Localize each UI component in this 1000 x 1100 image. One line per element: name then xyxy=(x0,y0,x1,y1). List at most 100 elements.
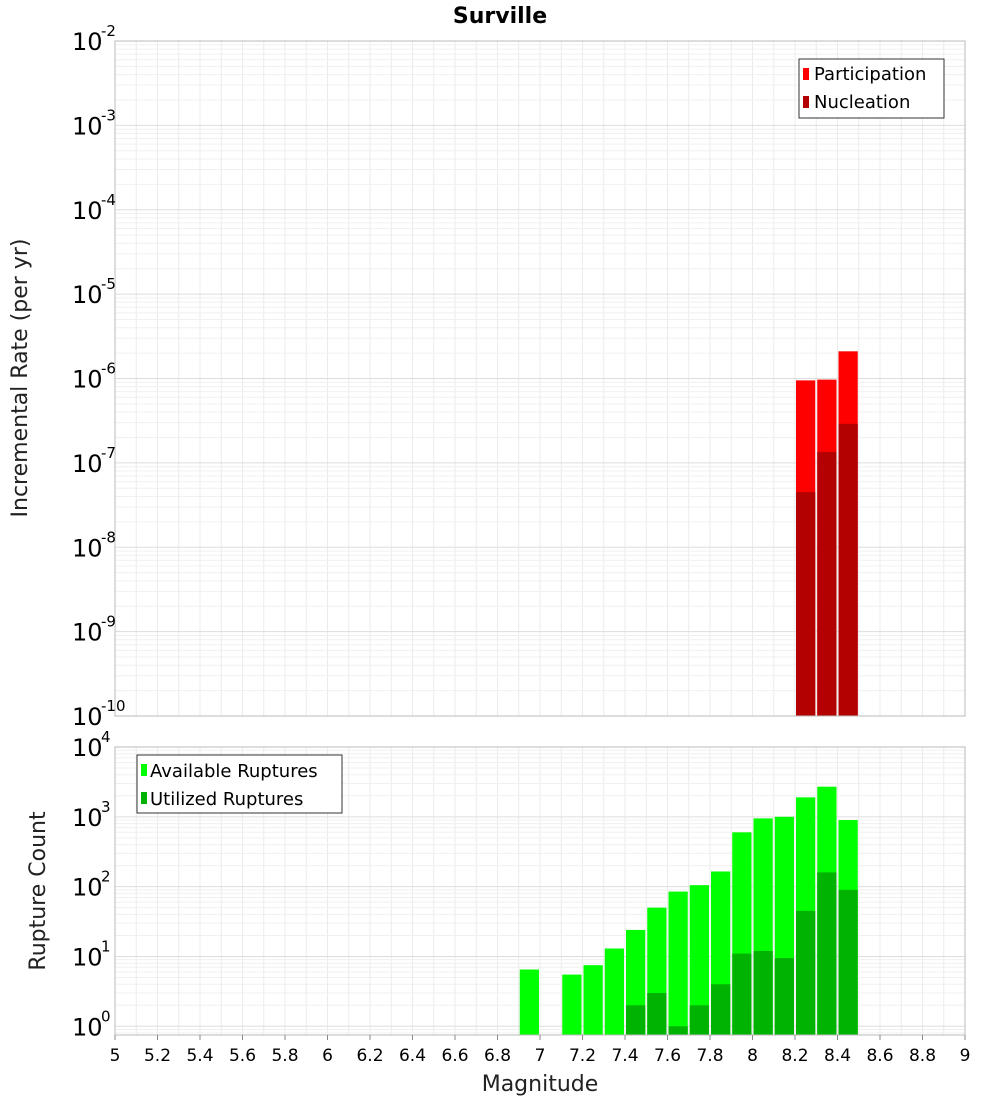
top-legend-box xyxy=(798,58,945,119)
y-tick-label: 104 xyxy=(72,728,111,762)
y-tick-label: 10-4 xyxy=(72,191,116,225)
x-tick-label: 5.8 xyxy=(271,1046,298,1066)
x-tick-label: 8.2 xyxy=(781,1046,808,1066)
bottom-utilized-ruptures-bar xyxy=(796,910,816,1035)
bottom-utilized-ruptures-bar xyxy=(838,889,858,1035)
y-tick-exponent: -9 xyxy=(101,613,116,631)
y-tick-exponent: -5 xyxy=(101,275,116,293)
legend-swatch-participation xyxy=(803,68,809,80)
bottom-available-ruptures-bar xyxy=(519,969,539,1035)
top-bars xyxy=(796,351,858,716)
bottom-available-ruptures-bar xyxy=(583,965,603,1035)
y-tick-base: 10 xyxy=(72,619,103,647)
y-tick-exponent: -10 xyxy=(101,697,126,715)
y-tick-base: 10 xyxy=(72,943,103,971)
bottom-legend-box xyxy=(136,754,343,814)
bottom-available-ruptures-bar xyxy=(562,974,582,1035)
y-tick-base: 10 xyxy=(72,534,103,562)
bottom-legend: Available Ruptures Utilized Ruptures xyxy=(136,754,343,814)
y-tick-label: 102 xyxy=(72,868,111,902)
top-legend: Participation Nucleation xyxy=(798,58,945,119)
y-tick-label: 101 xyxy=(72,937,111,971)
y-tick-base: 10 xyxy=(72,734,103,762)
chart-title: Surville xyxy=(453,4,547,29)
bottom-utilized-ruptures-bar xyxy=(668,1026,688,1035)
x-axis-label: Magnitude xyxy=(482,1072,599,1097)
x-tick-label: 5 xyxy=(110,1046,121,1066)
y-tick-label: 10-7 xyxy=(72,444,116,478)
top-nucleation-bar xyxy=(817,451,837,716)
legend-label-nucleation: Nucleation xyxy=(814,92,910,113)
bottom-y-axis-label: Rupture Count xyxy=(26,811,51,971)
y-tick-exponent: -8 xyxy=(101,528,116,546)
y-tick-base: 10 xyxy=(72,366,103,394)
bottom-available-ruptures-bar xyxy=(689,885,709,1035)
top-nucleation-bar xyxy=(838,423,858,716)
y-tick-base: 10 xyxy=(72,804,103,832)
x-tick-label: 6.8 xyxy=(484,1046,511,1066)
x-tick-label: 7.2 xyxy=(569,1046,596,1066)
x-tick-label: 7.4 xyxy=(611,1046,638,1066)
bottom-bars xyxy=(519,786,858,1035)
bottom-available-ruptures-bar xyxy=(604,948,624,1035)
y-tick-base: 10 xyxy=(72,874,103,902)
top-y-axis-label: Incremental Rate (per yr) xyxy=(8,239,33,518)
y-tick-label: 10-2 xyxy=(72,22,116,56)
y-tick-base: 10 xyxy=(72,197,103,225)
bottom-utilized-ruptures-bar xyxy=(689,1005,709,1035)
x-ticks: 5 5.2 5.4 5.6 5.8 6 6.2 6.4 6.6 6.8 7 7.2 7.4 7.6 7.8 8… xyxy=(110,1035,971,1066)
bottom-available-ruptures-bar xyxy=(668,891,688,1035)
bottom-utilized-ruptures-bar xyxy=(626,1005,646,1035)
y-tick-exponent: -2 xyxy=(101,22,116,40)
x-tick-label: 6 xyxy=(322,1046,333,1066)
y-tick-label: 10-9 xyxy=(72,613,116,647)
legend-label-utilized: Utilized Ruptures xyxy=(150,789,303,810)
legend-swatch-nucleation xyxy=(803,96,809,108)
x-tick-label: 5.2 xyxy=(144,1046,171,1066)
x-tick-label: 6.4 xyxy=(399,1046,426,1066)
top-plot-frame xyxy=(114,40,966,717)
bottom-utilized-ruptures-bar xyxy=(817,872,837,1035)
x-tick-label: 7 xyxy=(535,1046,546,1066)
y-tick-base: 10 xyxy=(72,281,103,309)
y-tick-exponent: 2 xyxy=(101,868,111,886)
y-tick-exponent: 1 xyxy=(101,937,111,955)
y-tick-label: 10-6 xyxy=(72,360,116,394)
top-nucleation-bar xyxy=(796,492,816,716)
x-tick-label: 8.8 xyxy=(909,1046,936,1066)
y-tick-exponent: 4 xyxy=(101,728,111,746)
legend-label-participation: Participation xyxy=(814,64,926,85)
y-tick-exponent: 3 xyxy=(101,798,111,816)
y-tick-base: 10 xyxy=(72,28,103,56)
bottom-utilized-ruptures-bar xyxy=(647,992,667,1035)
y-tick-exponent: 0 xyxy=(101,1007,111,1025)
legend-swatch-utilized xyxy=(141,792,147,804)
y-tick-base: 10 xyxy=(72,1013,103,1041)
y-tick-base: 10 xyxy=(72,112,103,140)
x-tick-label: 8.6 xyxy=(866,1046,893,1066)
y-tick-label: 100 xyxy=(72,1007,111,1041)
y-tick-label: 10-8 xyxy=(72,528,116,562)
legend-label-available: Available Ruptures xyxy=(150,761,318,782)
y-tick-exponent: -6 xyxy=(101,360,116,378)
y-tick-label: 103 xyxy=(72,798,111,832)
x-tick-label: 7.8 xyxy=(696,1046,723,1066)
x-tick-label: 7.6 xyxy=(654,1046,681,1066)
y-tick-exponent: -7 xyxy=(101,444,116,462)
y-tick-label: 10-10 xyxy=(72,697,126,731)
x-tick-label: 6.2 xyxy=(356,1046,383,1066)
y-tick-label: 10-5 xyxy=(72,275,116,309)
bottom-utilized-ruptures-bar xyxy=(711,984,731,1035)
x-tick-label: 6.6 xyxy=(441,1046,468,1066)
bottom-utilized-ruptures-bar xyxy=(732,953,752,1035)
x-tick-label: 8.4 xyxy=(824,1046,851,1066)
top-grid xyxy=(115,41,965,717)
y-tick-exponent: -3 xyxy=(101,106,116,124)
bottom-utilized-ruptures-bar xyxy=(774,958,794,1035)
x-tick-label: 9 xyxy=(960,1046,971,1066)
